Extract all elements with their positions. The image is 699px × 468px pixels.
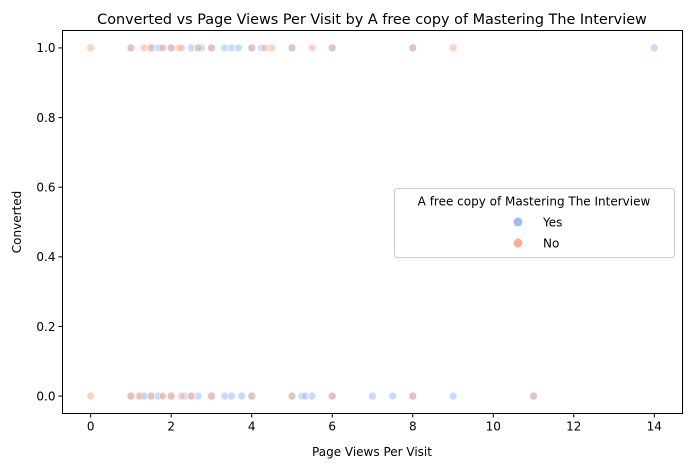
legend: A free copy of Mastering The Interview Y…	[394, 188, 675, 258]
point-no	[247, 391, 257, 401]
point-no	[529, 391, 538, 401]
y-tick-label: 0.0	[36, 389, 55, 403]
legend-marker-yes	[513, 217, 523, 227]
point-no	[207, 391, 216, 401]
point-no	[193, 43, 203, 53]
points-layer	[86, 43, 659, 401]
point-no	[146, 391, 156, 401]
legend-label-no: No	[543, 237, 559, 251]
point-no	[158, 391, 168, 401]
plot-frame	[62, 30, 683, 414]
point-yes	[448, 391, 458, 401]
point-yes	[388, 391, 397, 401]
point-no	[126, 43, 136, 53]
y-tick-label: 0.8	[36, 111, 55, 125]
y-tick-label: 0.4	[36, 250, 55, 264]
point-no	[267, 43, 277, 53]
point-no	[158, 43, 168, 53]
x-tick-label: 0	[87, 420, 95, 434]
y-axis: 0.0 0.2 0.4 0.6 0.8 1.0	[36, 41, 63, 403]
point-no	[86, 391, 95, 401]
x-tick-label: 2	[167, 420, 175, 434]
x-axis: 0 2 4 6 8 10 12 14	[87, 413, 662, 434]
x-tick-label: 6	[328, 420, 336, 434]
point-no	[176, 391, 186, 401]
x-tick-label: 14	[647, 420, 662, 434]
y-tick-label: 0.6	[36, 180, 55, 194]
point-yes	[368, 391, 377, 401]
y-tick-label: 0.2	[36, 320, 55, 334]
point-no	[448, 43, 458, 53]
point-no	[408, 43, 418, 53]
x-axis-label: Page Views Per Visit	[312, 445, 432, 459]
y-axis-label: Converted	[10, 191, 24, 253]
point-no	[207, 43, 216, 53]
point-yes	[307, 391, 317, 401]
legend-marker-no	[513, 238, 523, 248]
point-no	[247, 43, 257, 53]
point-no	[287, 391, 297, 401]
point-no	[146, 43, 156, 53]
point-no	[86, 43, 95, 53]
point-no	[327, 391, 337, 401]
point-no	[166, 43, 176, 53]
y-tick-label: 1.0	[36, 41, 55, 55]
point-no	[408, 391, 418, 401]
point-no	[187, 391, 196, 401]
legend-title: A free copy of Mastering The Interview	[418, 195, 651, 209]
point-no	[166, 391, 176, 401]
point-yes	[227, 391, 236, 401]
point-no	[134, 391, 144, 401]
point-no	[327, 43, 337, 53]
chart-title: Converted vs Page Views Per Visit by A f…	[97, 12, 647, 28]
legend-box	[394, 188, 675, 258]
point-no	[307, 43, 317, 53]
point-no	[176, 43, 186, 53]
point-no	[287, 43, 297, 53]
point-yes	[237, 391, 246, 401]
x-tick-label: 12	[566, 420, 581, 434]
legend-label-yes: Yes	[542, 216, 562, 230]
x-tick-label: 4	[248, 420, 256, 434]
x-tick-label: 8	[409, 420, 417, 434]
point-yes	[650, 43, 659, 53]
point-yes	[234, 43, 243, 53]
point-no	[126, 391, 136, 401]
x-tick-label: 10	[486, 420, 501, 434]
